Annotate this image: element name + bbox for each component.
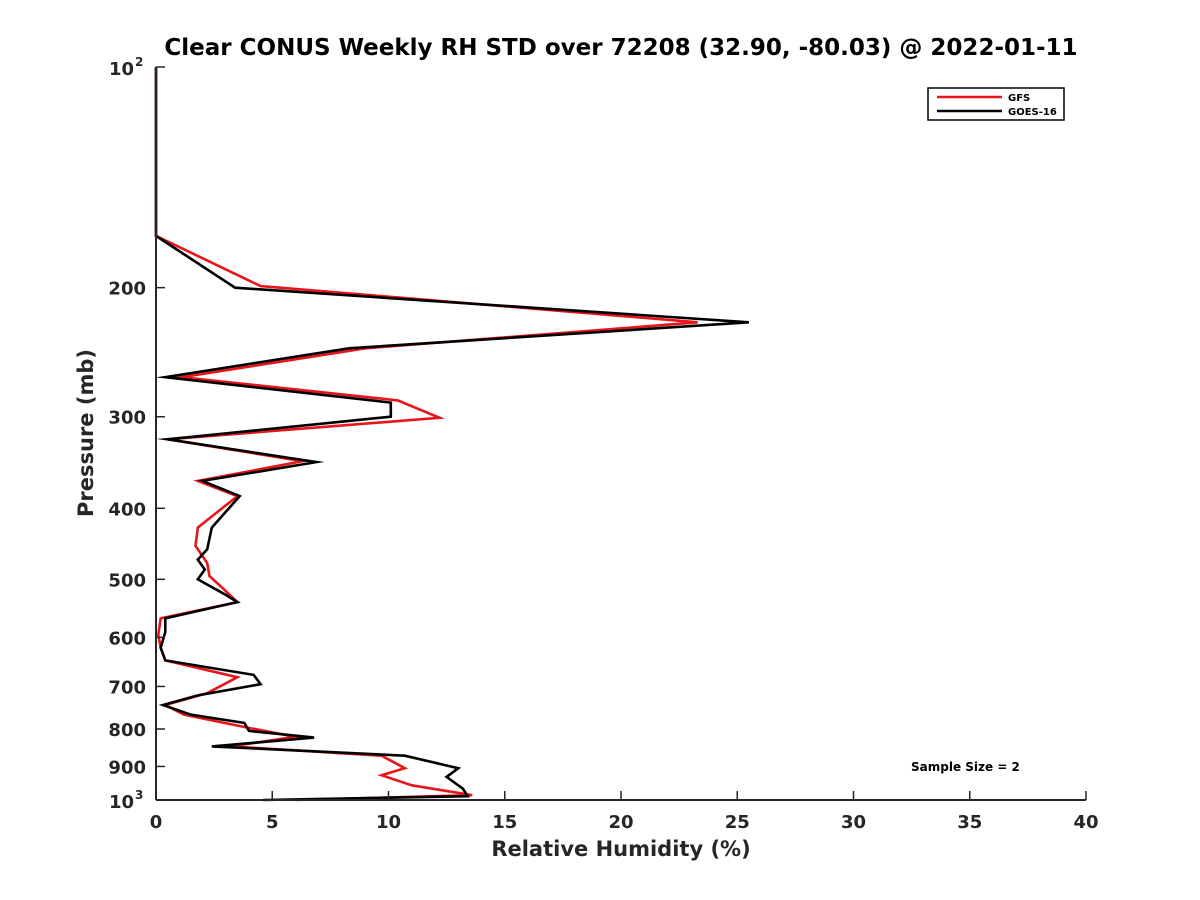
x-tick-label: 5 <box>266 812 279 833</box>
x-tick-label: 25 <box>725 812 750 833</box>
x-tick-label: 15 <box>492 812 517 833</box>
plot-background <box>156 67 1086 800</box>
y-tick-label: 400 <box>108 499 146 520</box>
y-tick-label: 200 <box>108 279 146 300</box>
y-tick-label: 600 <box>108 628 146 649</box>
x-tick-label: 40 <box>1073 812 1098 833</box>
x-tick-label: 10 <box>376 812 401 833</box>
y-tick-exponent: 3 <box>135 788 143 802</box>
sample-size-annotation: Sample Size = 2 <box>911 760 1020 774</box>
y-axis-label: Pressure (mb) <box>74 349 98 517</box>
y-tick-label: 800 <box>108 720 146 741</box>
chart-title: Clear CONUS Weekly RH STD over 72208 (32… <box>164 35 1077 61</box>
x-tick-label: 30 <box>841 812 866 833</box>
y-tick-label: 10 <box>109 59 134 80</box>
y-tick-label: 300 <box>108 408 146 429</box>
x-tick-label: 0 <box>150 812 163 833</box>
plot-area: 0 5 10 15 20 25 30 35 40 10 220030040050060070080… <box>108 55 1098 833</box>
y-tick-label: 500 <box>108 570 146 591</box>
series-line-goes16 <box>154 67 749 802</box>
x-tick-label: 35 <box>957 812 982 833</box>
x-tick-label: 20 <box>608 812 633 833</box>
legend-box <box>927 87 1065 121</box>
y-tick-exponent: 2 <box>135 55 143 69</box>
x-ticks: 0 5 10 15 20 25 30 35 40 <box>150 791 1099 833</box>
series-layer <box>154 67 749 802</box>
x-axis-label: Relative Humidity (%) <box>491 837 750 861</box>
y-tick-label: 700 <box>108 677 146 698</box>
y-tick-label: 10 <box>109 792 134 813</box>
y-tick-label: 900 <box>108 757 146 778</box>
legend: GFS GOES-16 <box>927 87 1065 121</box>
legend-label-gfs: GFS <box>1008 93 1030 104</box>
legend-label-goes16: GOES-16 <box>1008 107 1057 118</box>
